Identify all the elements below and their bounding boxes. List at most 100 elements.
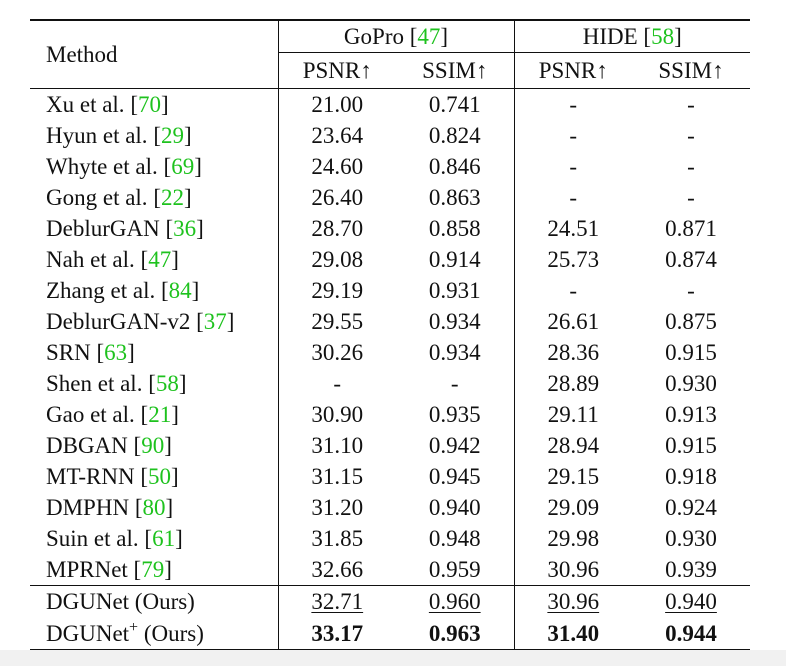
- value-cell: 0.934: [396, 306, 515, 337]
- metric-value: -: [569, 123, 578, 148]
- metric-value: 29.15: [547, 464, 600, 489]
- value-cell: -: [514, 88, 632, 120]
- value-cell: -: [632, 151, 750, 182]
- value-cell: 0.930: [632, 368, 750, 399]
- value-cell: -: [632, 182, 750, 213]
- method-name-cell: Gong et al. [22]: [30, 182, 279, 213]
- metric-value: 29.98: [547, 526, 600, 551]
- metric-value: 21.00: [311, 92, 364, 117]
- metric-value: 28.70: [311, 216, 364, 241]
- method-name: MT-RNN: [46, 464, 135, 489]
- metric-value: -: [569, 92, 578, 117]
- table-row: Gao et al. [21] 30.90 0.935 29.11 0.913: [30, 399, 750, 430]
- metric-value: 0.824: [428, 123, 481, 148]
- citation-ref: 36: [173, 216, 197, 241]
- metric-value: 0.934: [428, 340, 481, 365]
- value-cell: 0.930: [632, 523, 750, 554]
- citation-ref: 50: [148, 464, 172, 489]
- table-row: DBGAN [90] 31.10 0.942 28.94 0.915: [30, 430, 750, 461]
- metric-value: 32.71: [311, 589, 364, 614]
- method-name-cell: Zhang et al. [84]: [30, 275, 279, 306]
- value-cell: 28.94: [514, 430, 632, 461]
- metric-value: 0.874: [665, 247, 717, 272]
- table-row: DMPHN [80] 31.20 0.940 29.09 0.924: [30, 492, 750, 523]
- method-name: DeblurGAN-v2: [46, 309, 191, 334]
- metric-value: 0.913: [665, 402, 717, 427]
- citation-ref: 47: [148, 247, 172, 272]
- citation-ref: 22: [160, 185, 184, 210]
- metric-value: 0.741: [428, 92, 481, 117]
- value-cell: -: [278, 368, 396, 399]
- citation-ref: 90: [141, 433, 165, 458]
- metric-value: 0.914: [428, 247, 481, 272]
- method-name: Hyun et al.: [46, 123, 148, 148]
- method-name-cell: DBGAN [90]: [30, 430, 279, 461]
- citation-ref: 61: [152, 526, 176, 551]
- value-cell: 0.945: [396, 461, 515, 492]
- method-name-cell: DGUNet (Ours): [30, 585, 279, 617]
- metric-value: 0.963: [428, 620, 481, 646]
- metric-header-hide-psnr: PSNR↑: [538, 58, 608, 83]
- method-name: MPRNet: [46, 557, 128, 582]
- table-row: MT-RNN [50] 31.15 0.945 29.15 0.918: [30, 461, 750, 492]
- metric-value: 26.61: [547, 309, 600, 334]
- metric-value: 0.915: [665, 340, 717, 365]
- value-cell: 32.71: [278, 585, 396, 617]
- page-bottom-strip: [0, 650, 786, 666]
- value-cell: 30.96: [514, 585, 632, 617]
- value-cell: 0.858: [396, 213, 515, 244]
- value-cell: 26.61: [514, 306, 632, 337]
- table-row: DeblurGAN [36] 28.70 0.858 24.51 0.871: [30, 213, 750, 244]
- method-name-cell: Shen et al. [58]: [30, 368, 279, 399]
- value-cell: 0.963: [396, 617, 515, 651]
- value-cell: 0.824: [396, 120, 515, 151]
- value-cell: 0.931: [396, 275, 515, 306]
- method-name-cell: MPRNet [79]: [30, 554, 279, 586]
- value-cell: 0.940: [632, 585, 750, 617]
- metric-value: 29.11: [547, 402, 599, 427]
- method-name-cell: DMPHN [80]: [30, 492, 279, 523]
- method-name-cell: SRN [63]: [30, 337, 279, 368]
- value-cell: 0.934: [396, 337, 515, 368]
- metric-header-gopro-ssim: SSIM↑: [396, 52, 515, 89]
- method-name: DBGAN: [46, 433, 128, 458]
- metric-value: 23.64: [311, 123, 364, 148]
- metric-header-hide-ssim: SSIM↑: [658, 58, 724, 83]
- method-name: Gao et al.: [46, 402, 135, 427]
- metric-value: -: [687, 92, 695, 117]
- table-row: DeblurGAN-v2 [37] 29.55 0.934 26.61 0.875: [30, 306, 750, 337]
- value-cell: 29.98: [514, 523, 632, 554]
- value-cell: 29.09: [514, 492, 632, 523]
- value-cell: 21.00: [278, 88, 396, 120]
- method-name-cell: Hyun et al. [29]: [30, 120, 279, 151]
- method-name-cell: Whyte et al. [69]: [30, 151, 279, 182]
- method-name: Nah et al.: [46, 247, 135, 272]
- metric-value: 0.846: [428, 154, 481, 179]
- value-cell: 32.66: [278, 554, 396, 586]
- method-name: DeblurGAN: [46, 216, 160, 241]
- metric-value: 0.944: [665, 620, 717, 646]
- metric-value: 0.871: [665, 216, 717, 241]
- metric-value: 29.19: [311, 278, 364, 303]
- metric-value: 28.89: [547, 371, 600, 396]
- table-row: Gong et al. [22] 26.40 0.863 - -: [30, 182, 750, 213]
- table-row: Whyte et al. [69] 24.60 0.846 - -: [30, 151, 750, 182]
- metric-value: 0.930: [665, 526, 717, 551]
- value-cell: 0.959: [396, 554, 515, 586]
- metric-value: 0.924: [665, 495, 717, 520]
- value-cell: 28.70: [278, 213, 396, 244]
- value-cell: 33.17: [278, 617, 396, 651]
- value-cell: 0.846: [396, 151, 515, 182]
- value-cell: 0.960: [396, 585, 515, 617]
- value-cell: 0.924: [632, 492, 750, 523]
- value-cell: 0.914: [396, 244, 515, 275]
- metric-value: 0.863: [428, 185, 481, 210]
- metric-value: 31.85: [311, 526, 364, 551]
- metric-value: 0.931: [428, 278, 481, 303]
- metric-value: 33.17: [311, 620, 364, 646]
- table-row: Nah et al. [47] 29.08 0.914 25.73 0.874: [30, 244, 750, 275]
- value-cell: 24.51: [514, 213, 632, 244]
- hide-citation: 58: [651, 24, 675, 49]
- metric-value: 32.66: [311, 557, 364, 582]
- value-cell: 0.940: [396, 492, 515, 523]
